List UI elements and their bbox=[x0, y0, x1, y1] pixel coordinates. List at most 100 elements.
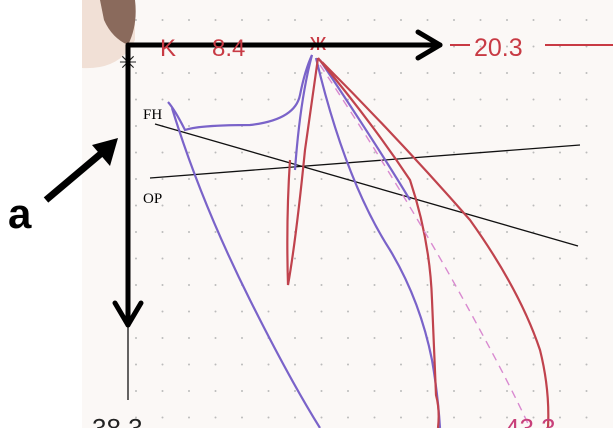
grid-dot bbox=[374, 311, 376, 313]
grid-dot bbox=[215, 390, 217, 392]
bottom-left-value: 38.3 bbox=[92, 413, 143, 428]
grid-dot bbox=[586, 99, 588, 101]
right-value: 20.3 bbox=[474, 34, 523, 62]
grid-dot bbox=[427, 311, 429, 313]
grid-dot bbox=[374, 205, 376, 207]
grid-dot bbox=[533, 19, 535, 21]
grid-dot bbox=[533, 337, 535, 339]
grid-dot bbox=[188, 152, 190, 154]
grid-dot bbox=[506, 125, 508, 127]
grid-dot bbox=[533, 311, 535, 313]
grid-dot bbox=[135, 284, 137, 286]
grid-dot bbox=[453, 364, 455, 366]
grid-dot bbox=[453, 178, 455, 180]
grid-dot bbox=[162, 99, 164, 101]
grid-dot bbox=[480, 417, 482, 419]
grid-dot bbox=[559, 417, 561, 419]
grid-dot bbox=[215, 284, 217, 286]
grid-dot bbox=[374, 337, 376, 339]
grid-dot bbox=[162, 72, 164, 74]
grid-dot bbox=[268, 364, 270, 366]
grid-dot bbox=[294, 99, 296, 101]
grid-dot bbox=[427, 284, 429, 286]
grid-dot bbox=[427, 178, 429, 180]
grid-dot bbox=[400, 284, 402, 286]
grid-dot bbox=[135, 99, 137, 101]
grid-dot bbox=[188, 99, 190, 101]
grid-dot bbox=[188, 205, 190, 207]
grid-dot bbox=[215, 337, 217, 339]
grid-dot bbox=[241, 364, 243, 366]
grid-dot bbox=[559, 99, 561, 101]
grid-dot bbox=[294, 19, 296, 21]
grid-dot bbox=[188, 178, 190, 180]
grid-dot bbox=[321, 417, 323, 419]
grid-dot bbox=[162, 19, 164, 21]
grid-dot bbox=[453, 390, 455, 392]
grid-dot bbox=[347, 205, 349, 207]
grid-dot bbox=[559, 364, 561, 366]
grid-dot bbox=[506, 152, 508, 154]
grid-dot bbox=[453, 417, 455, 419]
grid-dot bbox=[453, 231, 455, 233]
grid-dot bbox=[533, 125, 535, 127]
grid-dot bbox=[321, 178, 323, 180]
grid-dot bbox=[215, 231, 217, 233]
grid-dot bbox=[135, 125, 137, 127]
grid-dot bbox=[215, 72, 217, 74]
grid-dot bbox=[241, 99, 243, 101]
grid-dot bbox=[400, 152, 402, 154]
grid-dot bbox=[321, 390, 323, 392]
grid-dot bbox=[586, 72, 588, 74]
grid-dot bbox=[188, 311, 190, 313]
grid-dot bbox=[294, 390, 296, 392]
grid-dot bbox=[321, 125, 323, 127]
grid-dot bbox=[215, 178, 217, 180]
grid-dot bbox=[268, 258, 270, 260]
grid-dot bbox=[480, 19, 482, 21]
grid-dot bbox=[294, 205, 296, 207]
grid-dot bbox=[533, 205, 535, 207]
grid-dot bbox=[215, 99, 217, 101]
grid-dot bbox=[586, 178, 588, 180]
grid-dot bbox=[427, 99, 429, 101]
grid-dot bbox=[162, 390, 164, 392]
grid-dot bbox=[427, 231, 429, 233]
grid-dot bbox=[294, 125, 296, 127]
grid-dot bbox=[215, 205, 217, 207]
grid-dot bbox=[533, 72, 535, 74]
grid-dot bbox=[427, 125, 429, 127]
grid-dot bbox=[188, 231, 190, 233]
grid-dot bbox=[188, 72, 190, 74]
grid-dot bbox=[162, 337, 164, 339]
grid-dot bbox=[506, 390, 508, 392]
grid-dot bbox=[241, 417, 243, 419]
grid-dot bbox=[506, 364, 508, 366]
grid-dot bbox=[586, 390, 588, 392]
grid-dot bbox=[241, 390, 243, 392]
grid-dot bbox=[321, 337, 323, 339]
grid-dot bbox=[268, 417, 270, 419]
grid-dot bbox=[321, 364, 323, 366]
op-label: OP bbox=[143, 191, 162, 207]
k-label: K bbox=[160, 35, 176, 62]
grid-dot bbox=[506, 205, 508, 207]
grid-dot bbox=[268, 311, 270, 313]
grid-dot bbox=[241, 19, 243, 21]
grid-dot bbox=[294, 284, 296, 286]
grid-dot bbox=[480, 258, 482, 260]
grid-dot bbox=[162, 284, 164, 286]
grid-dot bbox=[135, 390, 137, 392]
grid-dot bbox=[400, 205, 402, 207]
grid-dot bbox=[586, 125, 588, 127]
grid-dot bbox=[453, 72, 455, 74]
grid-dot bbox=[506, 19, 508, 21]
grid-dot bbox=[294, 311, 296, 313]
grid-dot bbox=[427, 205, 429, 207]
grid-dot bbox=[162, 417, 164, 419]
grid-dot bbox=[400, 258, 402, 260]
grid-dot bbox=[533, 178, 535, 180]
grid-dot bbox=[559, 284, 561, 286]
grid-dot bbox=[374, 152, 376, 154]
grid-dot bbox=[241, 178, 243, 180]
